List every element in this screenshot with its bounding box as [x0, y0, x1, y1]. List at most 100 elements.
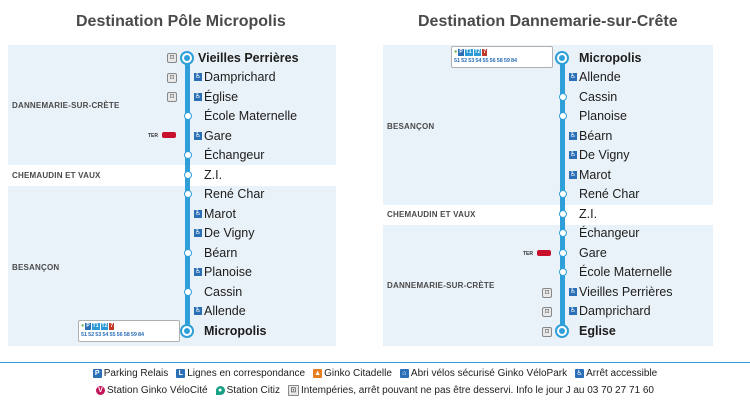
weather-warning-icon: ⊡ — [542, 307, 552, 317]
stop-item[interactable]: Échangeur — [204, 145, 264, 164]
line-number: 84 — [511, 58, 518, 64]
stop-item[interactable]: Micropolis — [204, 321, 267, 340]
stop-dot — [559, 268, 567, 276]
legend-item: ♿ Arrêt accessible — [575, 368, 657, 379]
tram-line-badge: T2 — [473, 48, 482, 56]
stop-dot — [559, 112, 567, 120]
zone-label-chemaudin: CHEMAUDIN ET VAUX — [12, 171, 101, 180]
stop-name: Gare — [579, 245, 607, 260]
stop-name: Cassin — [204, 284, 243, 299]
stop-name: René Char — [204, 186, 265, 201]
stop-name: Cassin — [579, 89, 618, 104]
stop-item[interactable]: ♿ Marot — [569, 165, 611, 184]
stop-item[interactable]: ♿ Allende — [569, 67, 621, 86]
stop-name: Église — [204, 89, 239, 104]
citadelle-icon: ▲ — [313, 369, 323, 378]
stop-item[interactable]: ♿ Allende — [194, 301, 246, 320]
sncf-logo-icon — [162, 132, 176, 138]
accessible-icon: ♿ — [194, 131, 202, 140]
weather-warning-icon: ⊡ — [167, 92, 177, 102]
accessible-icon: ♿ — [194, 228, 202, 237]
stop-name: Planoise — [579, 108, 627, 123]
stop-item[interactable]: Gare — [579, 243, 607, 262]
line-number: 55 — [482, 58, 489, 64]
stop-item[interactable]: Cassin — [204, 282, 242, 301]
legend-label: Parking Relais — [103, 368, 169, 379]
accessible-icon: ♿ — [194, 209, 202, 218]
weather-warning-icon: ⊡ — [287, 385, 299, 396]
stop-item[interactable]: ♿ De Vigny — [569, 145, 630, 164]
legend-row: V Station Ginko VéloCité ● Station Citiz… — [0, 385, 750, 396]
stop-item[interactable]: Micropolis — [579, 48, 642, 67]
park-relay-icon: P — [92, 369, 102, 378]
stop-item[interactable]: Z.I. — [579, 204, 597, 223]
stop-name: Allende — [204, 303, 246, 318]
legend-label: Abri vélos sécurisé Ginko VéloPark — [410, 368, 568, 379]
terminus-marker — [180, 51, 194, 65]
stop-item[interactable]: ♿ Église — [194, 87, 238, 106]
stop-name: René Char — [579, 186, 640, 201]
stop-dot — [559, 93, 567, 101]
stop-item[interactable]: Cassin — [579, 87, 617, 106]
stop-name: Gare — [204, 128, 232, 143]
ter-label: TER — [523, 251, 533, 257]
stop-item[interactable]: Z.I. — [204, 165, 222, 184]
stop-name: De Vigny — [204, 225, 255, 240]
legend-label: Lignes en correspondance — [187, 368, 306, 379]
line-number: 54 — [475, 58, 482, 64]
stop-item[interactable]: École Maternelle — [579, 262, 672, 281]
stop-item[interactable]: Échangeur — [579, 223, 639, 242]
line-number: 52 — [88, 332, 95, 338]
tram-line-badge: T2 — [100, 322, 109, 330]
bus-line-badge: 7 — [482, 48, 488, 56]
stop-name: Béarn — [579, 128, 613, 143]
stop-item[interactable]: ♿ Damprichard — [194, 67, 276, 86]
legend-item: ● Station Citiz — [215, 385, 280, 396]
stop-item[interactable]: ♿ De Vigny — [194, 223, 255, 242]
zone-label: BESANÇON — [12, 263, 60, 272]
accessible-icon: ♿ — [194, 92, 202, 101]
stop-item[interactable]: René Char — [204, 184, 264, 203]
legend-label: Intempéries, arrêt pouvant ne pas être d… — [300, 385, 654, 396]
accessible-icon: ♿ — [569, 72, 577, 81]
legend-item: P Parking Relais — [92, 368, 169, 379]
stop-name: Z.I. — [204, 167, 223, 182]
accessible-icon: ♿ — [194, 267, 202, 276]
stop-item[interactable]: ♿ Marot — [194, 204, 236, 223]
bike-shelter-icon: ⌂ — [399, 369, 409, 378]
zone-besancon: BESANÇON — [8, 186, 336, 346]
stop-item[interactable]: ♿ Vieilles Perrières — [569, 282, 673, 301]
stop-item[interactable]: ♿ Béarn — [569, 126, 612, 145]
ginko-logo-icon: ● — [81, 322, 85, 329]
stop-item[interactable]: Vieilles Perrières — [198, 48, 299, 67]
accessible-icon: ♿ — [569, 150, 577, 159]
zone-label: DANNEMARIE-SUR-CRÈTE — [387, 281, 495, 290]
destination-title: Destination Pôle Micropolis — [76, 13, 286, 30]
line-number: 55 — [109, 332, 116, 338]
stop-item[interactable]: École Maternelle — [204, 106, 297, 125]
line-number: 52 — [461, 58, 468, 64]
stop-item[interactable]: Béarn — [204, 243, 237, 262]
bus-line-badge: 7 — [109, 322, 115, 330]
stop-item[interactable]: ♿ Gare — [194, 126, 232, 145]
stop-name: Z.I. — [579, 206, 598, 221]
legend-item: L Lignes en correspondance — [176, 368, 305, 379]
stop-item[interactable]: ♿ Planoise — [194, 262, 252, 281]
stop-name: Marot — [204, 206, 236, 221]
stop-item[interactable]: Planoise — [579, 106, 627, 125]
sncf-logo-icon — [537, 250, 551, 256]
legend-item: ⌂ Abri vélos sécurisé Ginko VéloPark — [399, 368, 568, 379]
accessible-icon: ♿ — [569, 287, 577, 296]
stop-name: Planoise — [204, 264, 252, 279]
zone-label: DANNEMARIE-SUR-CRÈTE — [12, 101, 120, 110]
stop-name: Vieilles Perrières — [198, 50, 299, 65]
stop-name: Allende — [579, 69, 621, 84]
weather-warning-icon: ⊡ — [167, 53, 177, 63]
stop-dot — [184, 171, 192, 179]
legend-item: V Station Ginko VéloCité — [96, 385, 208, 396]
stop-item[interactable]: Eglise — [579, 321, 616, 340]
stop-item[interactable]: René Char — [579, 184, 639, 203]
stop-item[interactable]: ♿ Damprichard — [569, 301, 651, 320]
stop-name: Micropolis — [204, 323, 267, 338]
stop-dot — [184, 190, 192, 198]
